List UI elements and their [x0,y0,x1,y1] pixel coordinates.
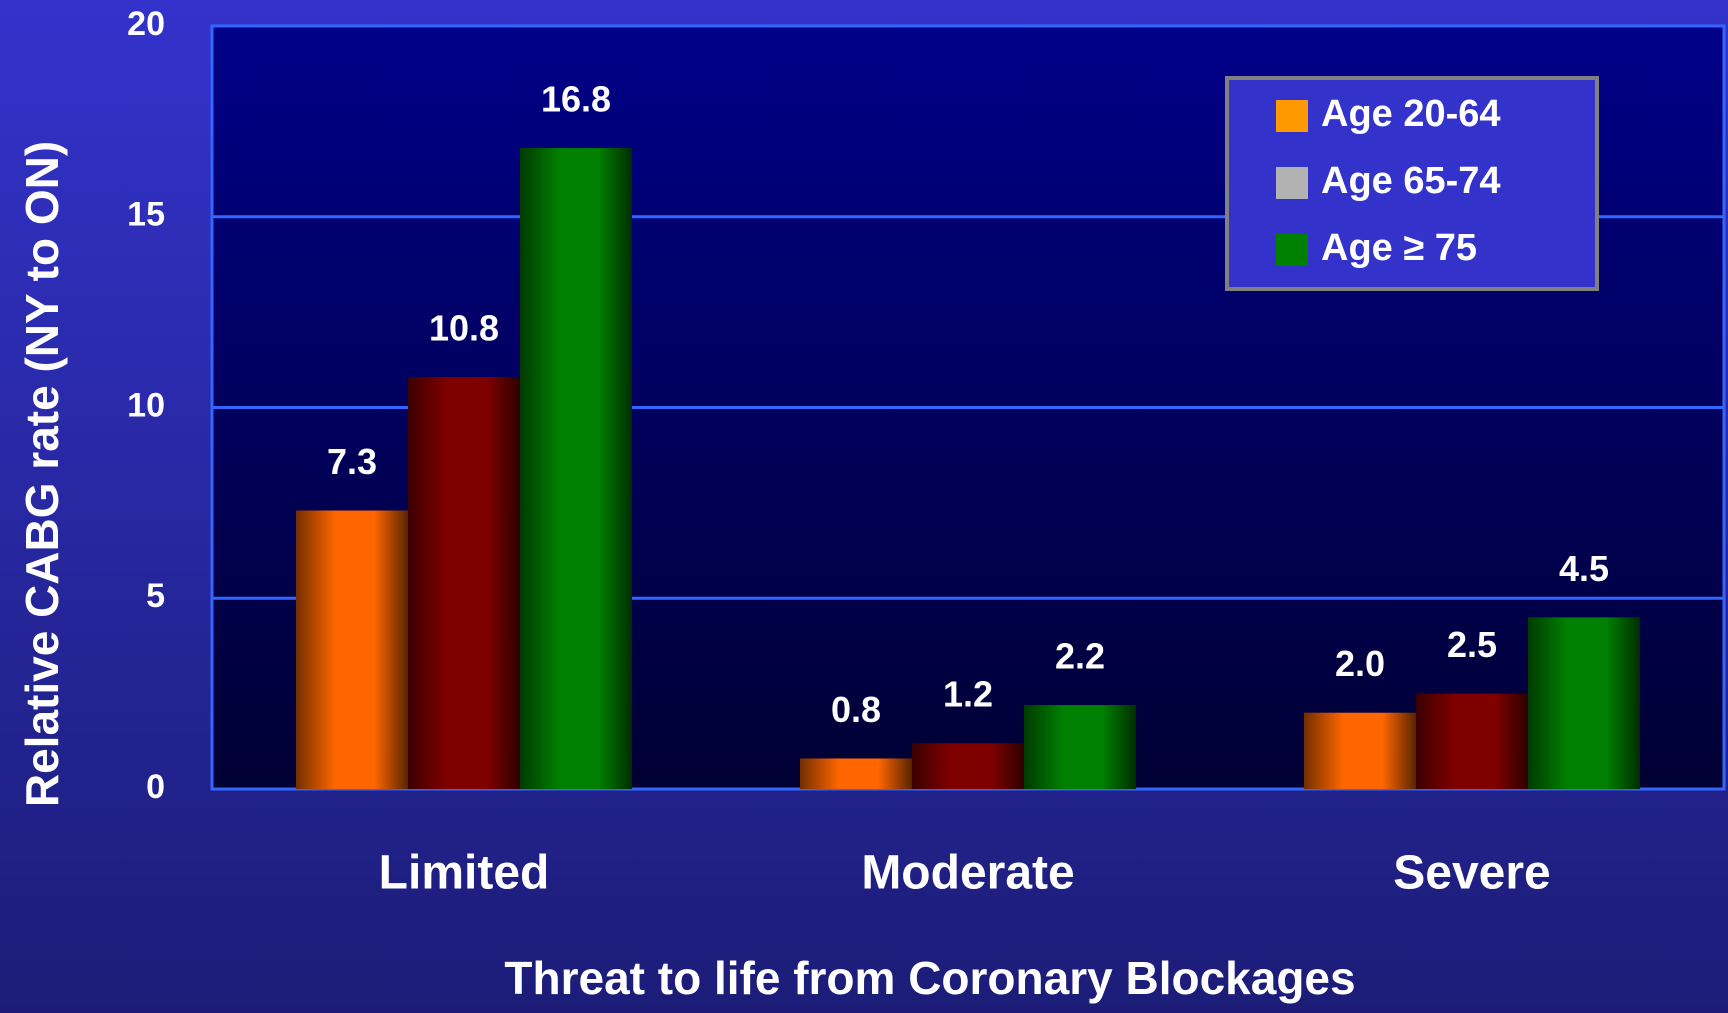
y-axis-label: Relative CABG rate (NY to ON) [16,141,68,807]
data-label: 1.2 [943,674,993,715]
bar [800,758,912,789]
bar [408,376,520,789]
x-tick-label: Moderate [861,847,1074,900]
bar [1024,705,1136,789]
y-tick-label: 10 [127,386,165,424]
data-label: 16.8 [541,79,611,120]
data-label: 2.5 [1447,624,1497,665]
bar [520,148,632,789]
data-label: 10.8 [429,307,499,348]
bar [1304,712,1416,789]
bar [1528,617,1640,789]
legend-label: Age 65-74 [1321,160,1501,202]
data-label: 2.2 [1055,636,1105,677]
legend-swatch [1276,167,1308,199]
bar [296,510,408,789]
bar [912,743,1024,789]
legend-label: Age ≥ 75 [1321,227,1477,269]
y-tick-label: 20 [127,5,165,43]
legend-label: Age 20-64 [1321,93,1501,135]
x-tick-label: Severe [1393,847,1550,900]
y-tick-label: 5 [146,577,165,615]
data-label: 4.5 [1559,548,1609,589]
y-tick-label: 15 [127,196,165,234]
legend-swatch [1276,100,1308,132]
x-axis-label: Threat to life from Coronary Blockages [504,952,1355,1004]
y-tick-label: 0 [146,768,165,806]
bar [1416,693,1528,789]
x-tick-label: Limited [379,847,550,900]
legend-swatch [1276,234,1308,266]
data-label: 2.0 [1335,643,1385,684]
data-label: 7.3 [327,441,377,482]
data-label: 0.8 [831,689,881,730]
